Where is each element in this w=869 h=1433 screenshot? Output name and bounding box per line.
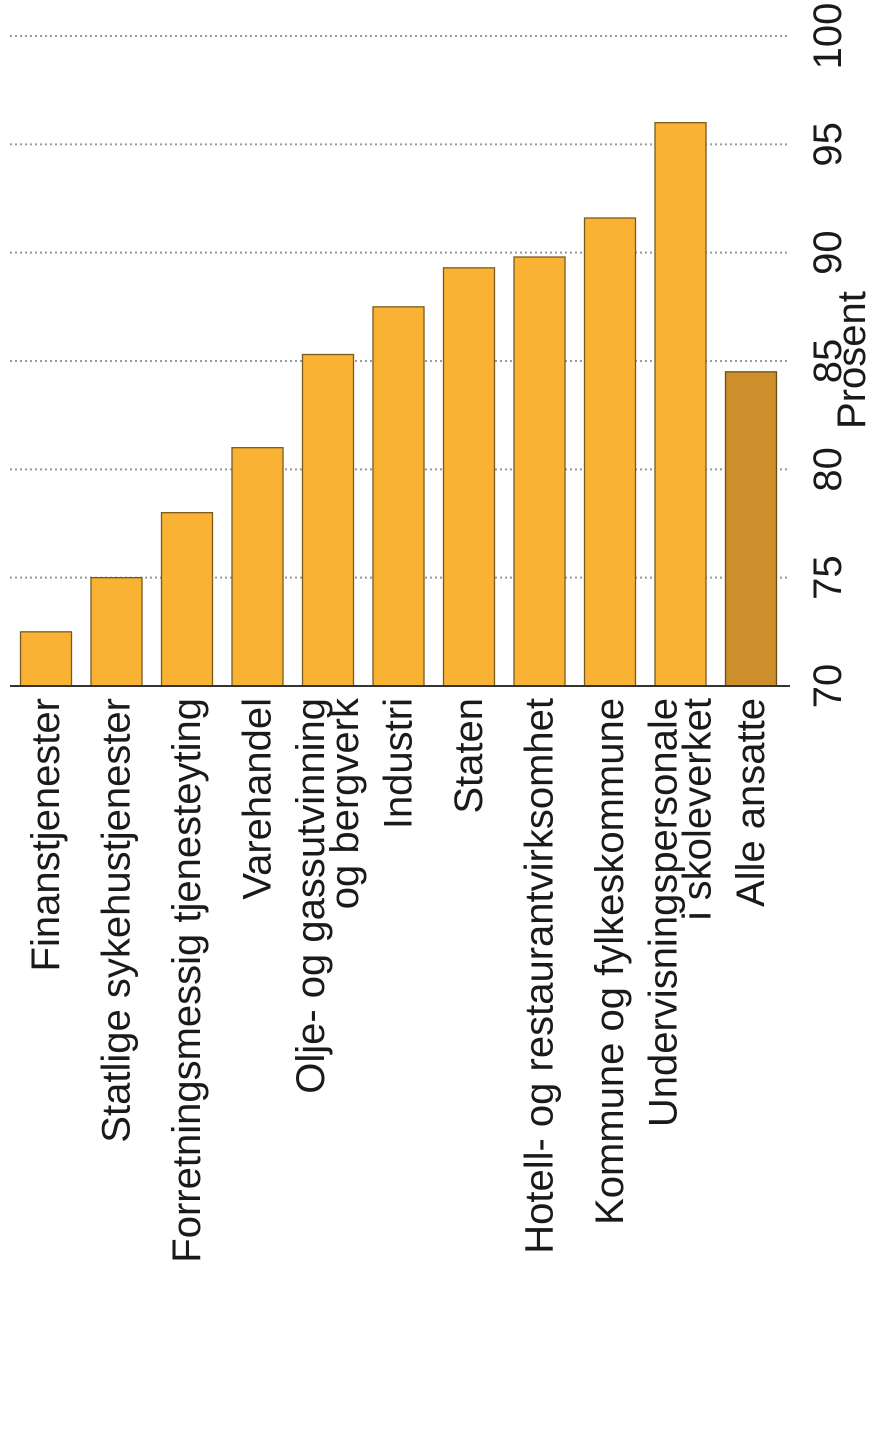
y-tick-label: 70 <box>806 664 850 709</box>
y-tick-label: 80 <box>806 447 850 492</box>
category-label: Undervisningspersonale <box>642 698 686 1127</box>
y-tick-label: 100 <box>806 3 850 70</box>
bar <box>90 577 143 687</box>
bar <box>231 447 284 687</box>
y-tick-label: 85 <box>806 339 850 384</box>
y-tick-labels: 70 75 80 85 90 95 100 <box>806 3 850 709</box>
category-label: Varehandel <box>236 698 280 900</box>
bar <box>301 353 355 687</box>
category-label: i skoleverket <box>676 698 720 920</box>
category-label: Industri <box>377 698 421 829</box>
bar <box>513 256 566 687</box>
bar <box>19 631 73 687</box>
bar <box>583 217 637 687</box>
category-label: Hotell- og restaurantvirksomhet <box>518 698 562 1254</box>
category-label: Kommune og fylkeskommune <box>588 698 632 1225</box>
y-tick-label: 90 <box>806 230 850 275</box>
y-tick-label: 75 <box>806 555 850 600</box>
category-label: Alle ansatte <box>729 698 773 907</box>
bar <box>160 512 214 687</box>
category-label: Statlige sykehustjenester <box>95 698 139 1143</box>
bars <box>19 122 778 687</box>
bar <box>372 306 425 687</box>
category-label: og bergverk <box>323 697 367 909</box>
category-label: Forretningsmessig tjenesteyting <box>165 698 209 1263</box>
bar <box>654 122 707 687</box>
bar <box>724 371 778 687</box>
y-axis-label: Prosent <box>830 291 869 429</box>
category-label: Staten <box>447 698 491 814</box>
y-tick-label: 95 <box>806 122 850 167</box>
category-labels: Finanstjenester Statlige sykehustjenester… <box>24 697 773 1263</box>
category-label: Olje- og gassutvinning <box>289 698 333 1094</box>
category-label: Finanstjenester <box>24 698 68 971</box>
bar <box>442 267 496 687</box>
